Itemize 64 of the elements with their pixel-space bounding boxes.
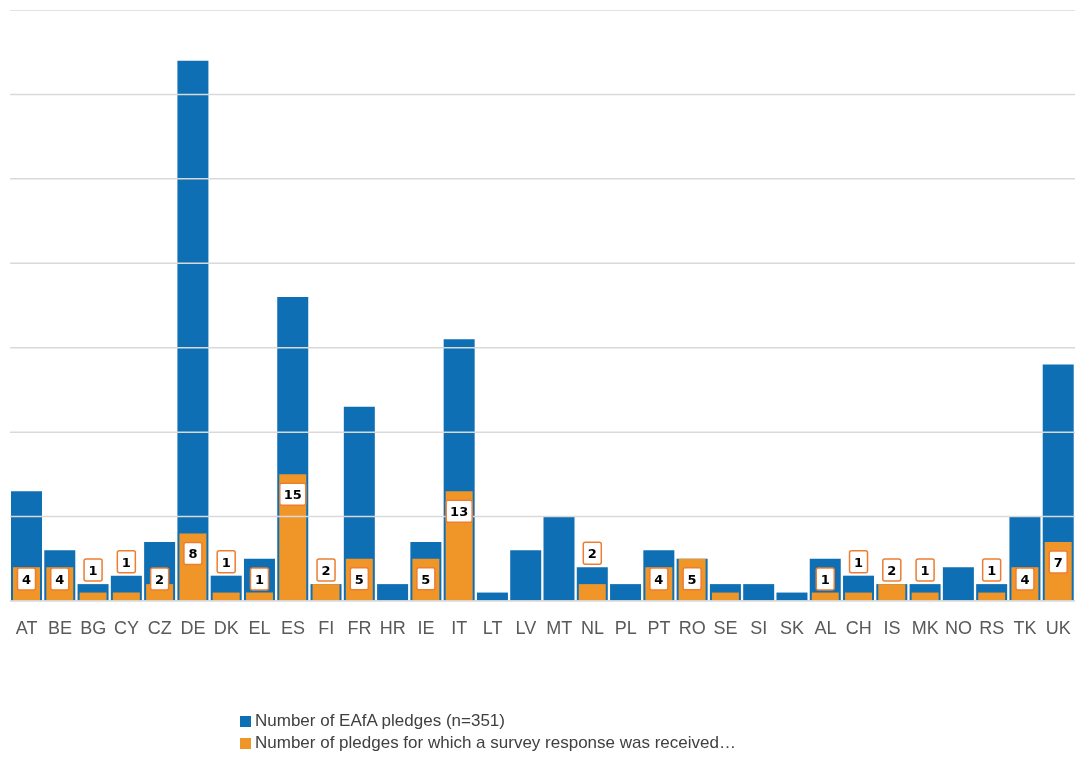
x-tick-label: NO [945, 617, 973, 638]
x-tick-label: FI [318, 617, 335, 638]
x-tick-label: UK [1045, 617, 1071, 638]
bar [510, 550, 542, 601]
x-tick-label: RO [678, 617, 706, 638]
data-label: 13 [450, 504, 469, 520]
bar [578, 584, 606, 601]
x-tick-label: BE [47, 617, 72, 638]
x-tick-label: CH [845, 617, 872, 638]
x-tick-label: TK [1013, 617, 1037, 638]
x-tick-label: LV [515, 617, 537, 638]
x-tick-label: SE [713, 617, 738, 638]
data-label: 1 [987, 563, 997, 579]
x-tick-label: DE [180, 617, 206, 638]
data-label: 2 [155, 572, 165, 587]
data-label: 2 [887, 563, 897, 579]
x-tick-label: MK [911, 617, 939, 638]
x-tick-label: RS [979, 617, 1005, 638]
x-tick-label: IT [451, 617, 468, 638]
data-label: 2 [321, 563, 331, 579]
x-tick-label: IS [883, 617, 901, 638]
data-label: 4 [1020, 572, 1030, 587]
bar [610, 584, 642, 601]
bar [543, 516, 575, 601]
data-label: 1 [920, 563, 930, 579]
x-tick-label: PT [647, 617, 671, 638]
data-label: 1 [254, 572, 264, 587]
x-tick-label: CZ [147, 617, 172, 638]
bar [743, 584, 775, 601]
data-label: 4 [654, 572, 664, 587]
legend-label: Number of pledges for which a survey response was received… [255, 732, 736, 754]
data-label: 5 [687, 571, 697, 587]
legend-label: Number of EAfA pledges (n=351) [255, 710, 505, 732]
x-tick-label: MT [546, 617, 573, 638]
data-label: 8 [188, 546, 198, 562]
x-tick-label: NL [580, 617, 604, 638]
x-tick-label: SK [780, 617, 805, 638]
data-label: 5 [354, 571, 364, 587]
data-label: 7 [1053, 554, 1063, 570]
data-label: 1 [88, 563, 98, 579]
x-tick-label: LT [482, 617, 503, 638]
bar [377, 584, 409, 601]
data-label: 1 [221, 554, 231, 570]
x-tick-label: ES [280, 617, 305, 638]
data-label: 4 [21, 572, 32, 587]
data-label: 4 [55, 572, 65, 587]
x-tick-label: PL [614, 617, 637, 638]
x-tick-label: DK [213, 617, 239, 638]
x-tick-label: BG [80, 617, 107, 638]
data-label: 2 [587, 546, 597, 562]
x-tick-label: HR [379, 617, 406, 638]
x-tick-label: FR [347, 617, 372, 638]
x-tick-label: AT [15, 617, 38, 638]
data-label: 1 [854, 554, 864, 570]
bar [942, 567, 974, 601]
x-tick-label: SI [750, 617, 768, 638]
x-tick-label: EL [248, 617, 271, 638]
data-label: 1 [820, 572, 830, 587]
x-tick-label: IE [417, 617, 435, 638]
x-tick-label: CY [113, 617, 139, 638]
data-label: 15 [283, 487, 302, 503]
x-tick-label: AL [814, 617, 837, 638]
data-label: 1 [121, 554, 131, 570]
data-label: 5 [421, 571, 431, 587]
